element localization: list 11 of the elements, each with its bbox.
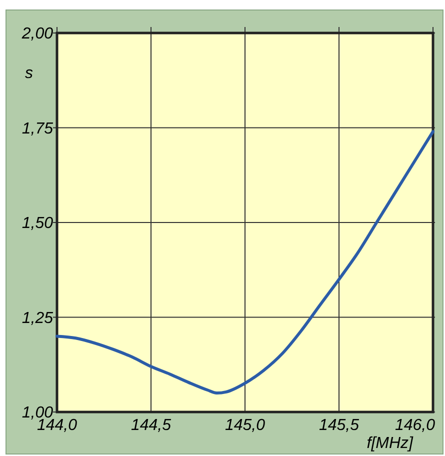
x-axis-title: f[MHz]: [366, 435, 414, 452]
x-tick-label: 146,0: [394, 417, 436, 434]
y-tick-label: 1,50: [22, 215, 54, 232]
y-tick-label: 2,00: [20, 26, 54, 43]
x-tick-label: 144,5: [130, 417, 172, 434]
x-tick-label: 145,5: [318, 417, 360, 434]
y-tick-label: 1,25: [22, 310, 54, 327]
line-series: [56, 130, 434, 395]
y-tick-label: 1,75: [22, 120, 54, 138]
y-axis-title: s: [25, 65, 33, 82]
x-tick-label: 145,0: [224, 417, 266, 434]
